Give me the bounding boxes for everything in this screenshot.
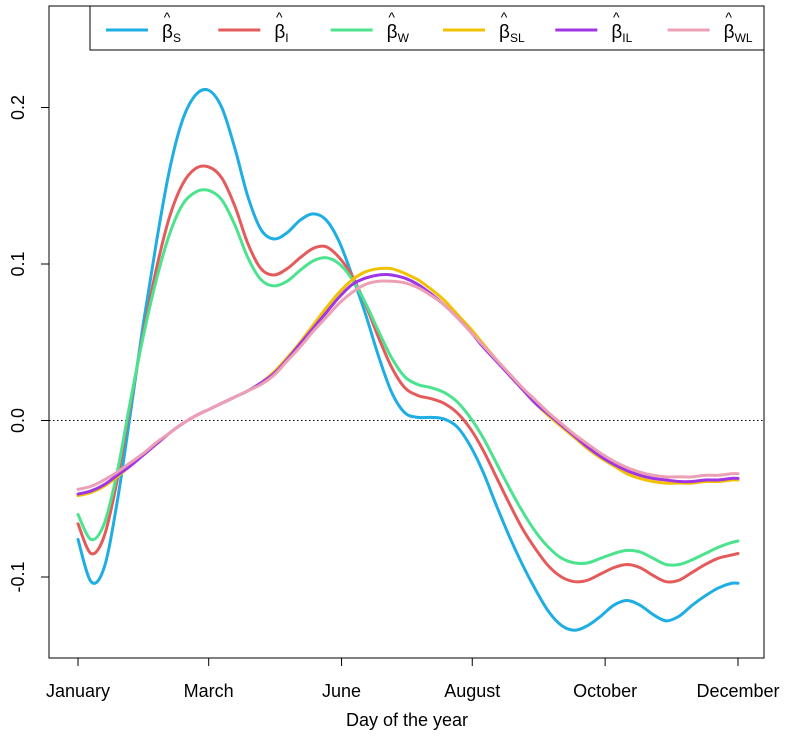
- series-line-w: [76, 188, 740, 567]
- series-line-wl: [76, 279, 740, 491]
- legend-item-s: βS^: [106, 9, 181, 45]
- legend-hat: ^: [388, 9, 395, 25]
- legend-label: βI: [274, 22, 288, 45]
- x-tick-label: August: [444, 681, 500, 701]
- y-tick-label: -0.1: [8, 561, 28, 592]
- x-tick-label: March: [184, 681, 234, 701]
- legend-hat: ^: [276, 9, 283, 25]
- legend-label: βIL: [611, 22, 632, 45]
- y-tick-label: 0.0: [8, 408, 28, 433]
- x-tick-label: October: [573, 681, 637, 701]
- legend-label: βWL: [724, 22, 753, 45]
- legend-label: βW: [387, 22, 410, 45]
- legend-item-wl: βWL^: [667, 9, 753, 45]
- x-tick-label: June: [322, 681, 361, 701]
- x-tick-label: January: [46, 681, 110, 701]
- series-line-i: [76, 164, 740, 584]
- legend-hat: ^: [613, 9, 620, 25]
- legend-hat: ^: [164, 9, 171, 25]
- series-line-s: [76, 87, 740, 632]
- x-tick-label: December: [696, 681, 779, 701]
- legend-item-sl: βSL^: [443, 9, 525, 45]
- legend-hat: ^: [501, 9, 508, 25]
- legend-item-i: βI^: [218, 9, 289, 45]
- series-line-il: [76, 273, 740, 496]
- legend-label: βS: [162, 22, 181, 45]
- y-tick-label: 0.1: [8, 251, 28, 276]
- x-axis-label: Day of the year: [346, 710, 468, 730]
- y-tick-label: 0.2: [8, 95, 28, 120]
- legend-item-il: βIL^: [555, 9, 633, 45]
- legend-box: [89, 5, 765, 51]
- legend-hat: ^: [725, 9, 732, 25]
- legend-label: βSL: [499, 22, 525, 45]
- series-line-sl: [76, 266, 740, 498]
- legend-item-w: βW^: [330, 9, 410, 45]
